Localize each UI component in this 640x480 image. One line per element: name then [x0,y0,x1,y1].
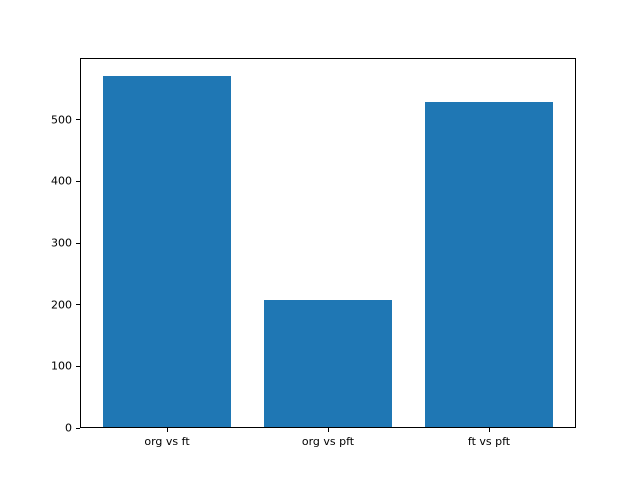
x-tick-label: org vs pft [301,435,355,448]
x-tick-mark [328,428,329,432]
y-tick-label: 200 [51,298,72,312]
y-tick-mark [76,304,80,306]
bar-ft-vs-pft [424,101,554,428]
y-tick-mark [76,119,80,121]
x-tick-label: org vs ft [144,435,190,448]
x-tick-mark [167,428,168,432]
bar-org-vs-pft [263,300,393,428]
y-tick-label: 0 [65,421,72,435]
y-tick-label: 400 [51,174,72,188]
y-tick-mark [76,365,80,367]
y-tick-label: 500 [51,113,72,127]
plot-area: org vs ft org vs pft ft vs pft 0 100 200 300 40… [51,58,576,448]
y-tick-label: 300 [51,236,72,250]
x-tick-mark [489,428,490,432]
y-tick-mark [76,427,80,429]
y-tick-mark [76,242,80,244]
bar-org-vs-ft [102,75,232,428]
y-tick-label: 100 [51,359,72,373]
x-tick-label: ft vs pft [467,435,511,448]
y-tick-mark [76,180,80,182]
